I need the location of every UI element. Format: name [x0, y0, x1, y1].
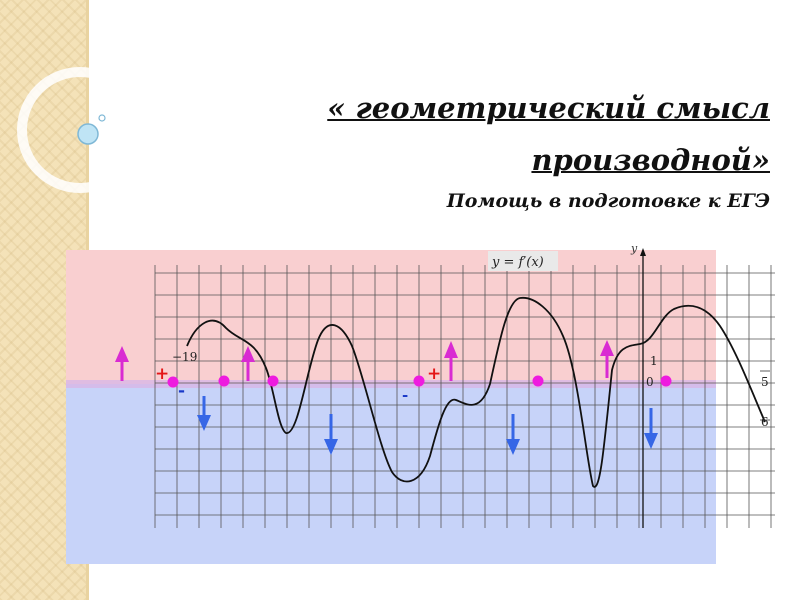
minus-sign: - — [178, 381, 185, 401]
root-dot — [532, 375, 544, 387]
y-axis-arrowhead — [640, 248, 646, 256]
up-arrow — [241, 346, 255, 381]
x-label-minus-19: −19 — [172, 350, 197, 364]
up-arrow — [115, 346, 129, 381]
decorative-small-bubble — [98, 114, 106, 122]
root-dot — [167, 376, 179, 388]
function-label-box — [488, 251, 558, 271]
minus-sign: - — [402, 386, 408, 404]
plus-sign: + — [155, 364, 169, 384]
y-axis-label: y — [630, 242, 638, 255]
root-dot — [413, 375, 425, 387]
slide-subtitle: Помощь в подготовке к ЕГЭ — [446, 190, 770, 212]
root-dot — [267, 375, 279, 387]
decorative-ring — [17, 67, 143, 193]
up-arrow — [600, 340, 614, 378]
down-arrows — [197, 396, 658, 455]
down-arrow — [644, 408, 658, 449]
slide-title: « геометрический смысл производной» — [327, 91, 770, 177]
root-dot — [218, 375, 230, 387]
decorative-bubble — [77, 123, 99, 145]
root-dot — [660, 375, 672, 387]
root-dots — [167, 375, 672, 388]
x-label-five: 5 — [761, 375, 769, 389]
up-arrow — [444, 341, 458, 381]
grid — [154, 265, 775, 528]
down-arrow — [197, 396, 211, 431]
down-arrow — [324, 414, 338, 455]
function-label: y = f′(x) — [491, 255, 544, 270]
x-axis-band — [66, 380, 716, 388]
derivative-curve — [186, 297, 766, 488]
plus-sign: + — [427, 364, 441, 384]
negative-region — [66, 384, 716, 564]
x-label-zero: 0 — [646, 375, 654, 389]
x-label-six: 6 — [761, 415, 769, 429]
up-arrows — [115, 340, 614, 381]
x-label-one: 1 — [650, 354, 658, 368]
down-arrow — [506, 414, 520, 455]
